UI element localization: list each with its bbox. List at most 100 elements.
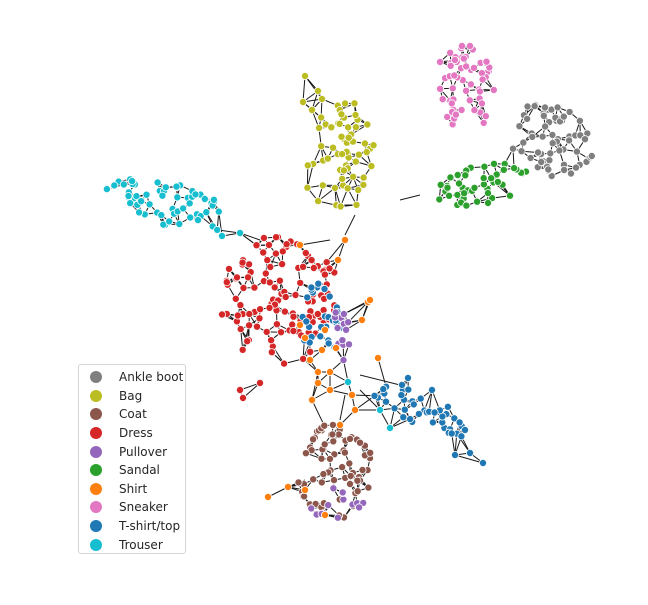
graph-node-tshirt [416, 394, 425, 403]
graph-node-trouser [235, 228, 244, 237]
graph-node-ankle [553, 103, 562, 112]
graph-node-ankle [565, 136, 574, 145]
graph-node-dress [296, 278, 305, 287]
graph-node-trouser [200, 194, 209, 203]
legend-swatch-tshirt [90, 520, 102, 533]
graph-node-trouser [142, 190, 151, 199]
graph-node-sneaker [481, 112, 490, 121]
graph-node-coat [329, 437, 338, 446]
graph-node-tshirt [404, 385, 413, 394]
graph-node-tshirt [430, 408, 439, 417]
legend-swatch-coat [90, 408, 102, 421]
graph-node-dress [252, 322, 261, 331]
legend-item-trouser: Trouser [79, 535, 185, 554]
legend-item-dress: Dress [79, 424, 185, 443]
graph-node-sandal [445, 191, 454, 200]
graph-node-trouser [153, 178, 162, 187]
graph-node-tshirt [316, 332, 325, 341]
graph-edge [359, 374, 401, 386]
graph-node-dress [250, 283, 259, 292]
graph-node-sneaker [469, 63, 478, 72]
graph-node-pullover [333, 323, 342, 332]
graph-node-dress [236, 325, 245, 334]
graph-node-dress [245, 321, 254, 330]
graph-node-bag [351, 123, 360, 132]
graph-node-ankle [523, 114, 532, 123]
graph-node-sneaker [477, 99, 486, 108]
graph-node-trouser [157, 211, 166, 220]
graph-node-dress [263, 256, 272, 265]
graph-node-dress [238, 258, 247, 267]
legend-swatch-trouser [90, 538, 102, 551]
graph-node-shirt [333, 255, 342, 264]
graph-node-pullover [338, 336, 347, 345]
graph-node-tshirt [324, 339, 333, 348]
graph-node-ankle [555, 146, 564, 155]
graph-node-tshirt [314, 279, 323, 288]
graph-node-ankle [572, 163, 581, 172]
graph-edge [299, 239, 331, 246]
graph-node-trouser [175, 219, 184, 228]
graph-node-trouser [124, 191, 133, 200]
graph-node-tshirt [397, 391, 406, 400]
graph-node-dress [313, 309, 322, 318]
graph-node-sneaker [448, 84, 457, 93]
graph-node-coat [320, 440, 329, 449]
legend-label: Shirt [119, 481, 148, 496]
graph-node-dress [325, 264, 334, 273]
graph-node-trouser [173, 193, 182, 202]
graph-node-ankle [517, 147, 526, 156]
graph-node-ankle [526, 153, 535, 162]
graph-node-dress [255, 314, 264, 323]
legend-swatch-sneaker [90, 501, 102, 514]
graph-node-sneaker [436, 84, 445, 93]
legend-item-sandal: Sandal [79, 461, 185, 480]
graph-node-bag [336, 202, 345, 211]
graph-node-bag [351, 157, 360, 166]
graph-node-bag [298, 98, 307, 107]
graph-node-bag [338, 150, 347, 159]
graph-node-coat [355, 438, 364, 447]
legend-item-shirt: Shirt [79, 480, 185, 499]
graph-node-ankle [572, 147, 581, 156]
graph-node-ankle [559, 112, 568, 121]
graph-node-ankle [548, 139, 557, 148]
graph-node-sandal [462, 201, 471, 210]
graph-edge [326, 239, 346, 263]
graph-nodes [102, 42, 596, 522]
graph-node-sandal [446, 173, 455, 182]
graph-node-sandal [487, 174, 496, 183]
graph-node-dress [266, 262, 275, 271]
graph-node-tshirt [406, 415, 415, 424]
graph-node-dress [272, 233, 281, 242]
graph-node-sandal [453, 170, 462, 179]
graph-node-sneaker [478, 75, 487, 84]
graph-node-coat [301, 449, 310, 458]
graph-node-ankle [534, 148, 543, 157]
graph-node-coat [309, 475, 318, 484]
graph-node-bag [369, 141, 378, 150]
graph-node-coat [317, 478, 326, 487]
graph-node-tshirt [443, 402, 452, 411]
legend-item-sneaker: Sneaker [79, 498, 185, 517]
graph-node-bag [303, 161, 312, 170]
graph-node-tshirt [450, 414, 459, 423]
graph-node-tshirt [325, 292, 334, 301]
legend-label: Ankle boot [119, 370, 184, 385]
graph-node-ankle [541, 122, 550, 131]
graph-node-sneaker [451, 110, 460, 119]
graph-node-tshirt [390, 404, 399, 413]
graph-node-bag [313, 87, 322, 96]
graph-node-shirt [283, 482, 292, 491]
graph-node-pullover [344, 318, 353, 327]
graph-node-bag [359, 173, 368, 182]
graph-node-sandal [510, 164, 519, 173]
legend-swatch-sandal [90, 464, 102, 477]
graph-node-trouser [161, 183, 170, 192]
graph-node-pullover [339, 495, 348, 504]
graph-node-sandal [489, 159, 498, 168]
graph-node-dress [259, 248, 268, 257]
graph-node-bag [328, 143, 337, 152]
graph-node-shirt [263, 492, 272, 501]
graph-node-pullover [307, 504, 316, 513]
